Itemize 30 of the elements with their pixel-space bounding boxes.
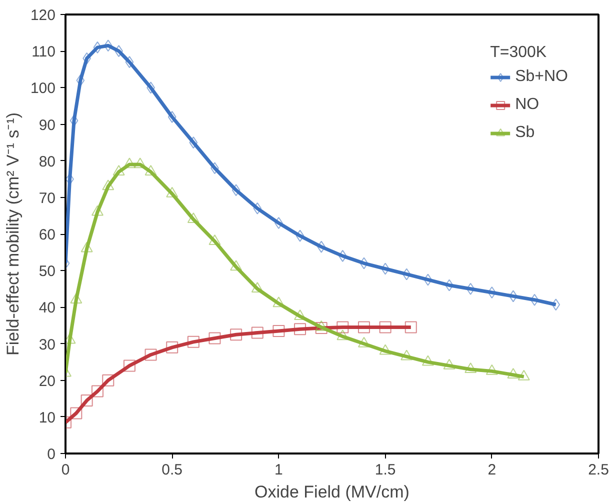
point (70, 114, 78, 127)
x-tick-label: 2 (488, 462, 496, 478)
y-tick-label: 30 (38, 336, 56, 354)
x-tick-label: 0 (61, 462, 70, 478)
point (76, 74, 85, 86)
y-tick-label: 80 (38, 153, 56, 170)
point (189, 136, 198, 149)
legend-label: Sb (515, 124, 536, 142)
y-tick-label: 90 (38, 116, 56, 134)
y-tick-label: 40 (38, 300, 56, 317)
point (125, 56, 134, 68)
legend-title: T=300K (490, 44, 548, 62)
y-axis-title: Field-effect mobility (cm² V⁻¹ s⁻¹) (3, 112, 22, 356)
y-tick-label: 60 (38, 226, 56, 244)
y-tick-label: 0 (47, 446, 56, 463)
x-axis-title: Oxide Field (MV/cm) (254, 482, 410, 502)
y-tick-label: 20 (38, 372, 56, 390)
y-tick-label: 70 (38, 190, 56, 207)
x-tick-label: 1.5 (374, 462, 396, 478)
y-tick-label: 120 (30, 7, 56, 24)
x-tick-label: 0.5 (162, 462, 183, 478)
x-tick-label: 1 (274, 462, 283, 478)
y-tick-label: 10 (38, 409, 56, 426)
point (168, 110, 176, 123)
legend-label: Sb+NO (515, 68, 568, 86)
legend-label: NO (515, 96, 540, 114)
y-tick-label: 50 (38, 263, 56, 280)
x-tick-label: 2.5 (588, 462, 609, 478)
y-tick-label: 110 (32, 44, 56, 61)
y-tick-label: 100 (30, 80, 56, 98)
